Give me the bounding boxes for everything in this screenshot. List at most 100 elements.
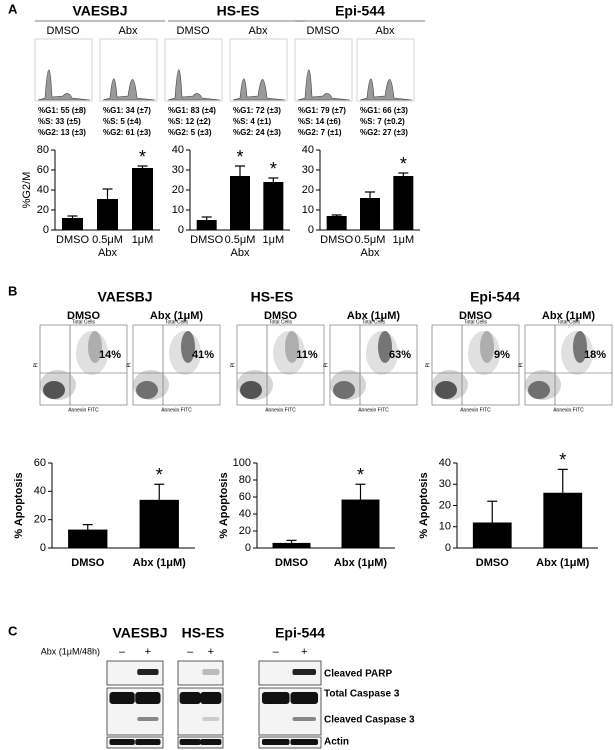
x-tick-label: 0.5μM [92, 234, 123, 246]
flow-plot-title: Total Cells [464, 319, 488, 325]
y-tick-label: 40 [34, 485, 46, 497]
flow-plot-xlabel: Annexin FITC [161, 407, 192, 413]
condition-label: Abx [249, 25, 268, 37]
lane-minus: – [187, 646, 194, 658]
y-tick-label: 40 [172, 144, 184, 156]
cycle-stat: %G2: 13 (±3) [38, 128, 86, 137]
condition-label: Abx [119, 25, 138, 37]
y-tick-label: 40 [37, 184, 49, 196]
flow-plot-xlabel: Annexin FITC [68, 407, 99, 413]
y-tick-label: 20 [37, 204, 49, 216]
y-tick-label: 20 [239, 525, 251, 537]
band [202, 717, 220, 721]
y-tick-label: 0 [178, 224, 184, 236]
cell-cloud [181, 331, 195, 363]
x-tick-label: DMSO [320, 234, 353, 246]
cycle-stat: %G2: 5 (±3) [168, 128, 212, 137]
error-bar [102, 188, 113, 199]
panel-label: A [8, 1, 18, 16]
error-bar [154, 483, 165, 500]
cell-cloud [136, 381, 158, 399]
bar [62, 218, 83, 230]
y-tick-label: 60 [37, 164, 49, 176]
y-tick-label: 80 [37, 144, 49, 156]
x-tick-label: DMSO [190, 234, 223, 246]
cell-cloud-halo [40, 370, 76, 400]
significance-mark: * [156, 465, 163, 485]
y-axis-label: % Apoptosis [13, 472, 25, 538]
flow-plot-xlabel: Annexin FITC [460, 407, 491, 413]
y-tick-label: 0 [43, 224, 49, 236]
y-tick-label: 80 [239, 474, 251, 486]
cell-cloud-halo [468, 331, 500, 375]
cycle-stat: %S: 14 (±6) [298, 117, 341, 126]
x-tick-label: Abx (1μM) [334, 557, 388, 569]
band [290, 739, 319, 745]
apoptosis-percent: 14% [99, 349, 121, 361]
panel-label: C [8, 623, 18, 638]
apoptosis-percent: 11% [296, 349, 318, 361]
cycle-stat: %G2: 61 (±3) [103, 128, 151, 137]
flow-plot-ylabel: PI [230, 363, 236, 368]
condition-label: Abx [376, 25, 395, 37]
bar [393, 176, 414, 230]
histogram [232, 78, 286, 101]
error-bar [365, 191, 375, 198]
error-bar [286, 539, 297, 543]
cell-cloud [285, 331, 299, 363]
y-tick-label: 0 [40, 542, 46, 554]
cell-line-title: VAESBJ [113, 625, 168, 641]
cell-line-title: Epi-544 [470, 289, 520, 305]
y-tick-label: 0 [445, 542, 451, 554]
y-tick-label: 100 [233, 457, 251, 469]
flow-plot-title: Total Cells [362, 319, 386, 325]
cell-cloud-halo [169, 331, 201, 375]
flow-plot-title: Total Cells [72, 319, 96, 325]
band [292, 717, 317, 721]
cycle-stat: %G1: 83 (±4) [168, 106, 216, 115]
band [200, 739, 222, 745]
band-label: Cleaved PARP [324, 669, 393, 680]
cell-cloud-halo [237, 370, 273, 400]
apoptosis-percent: 18% [584, 349, 606, 361]
cell-cloud-halo [133, 370, 169, 400]
band-label: Cleaved Caspase 3 [324, 715, 415, 726]
band [292, 669, 317, 675]
significance-mark: * [357, 465, 364, 485]
x-tick-label: 0.5μM [355, 234, 386, 246]
bar [360, 198, 380, 230]
y-tick-label: 0 [245, 542, 251, 554]
cell-cloud-halo [366, 331, 398, 375]
y-tick-label: 10 [172, 204, 184, 216]
histogram-frame [294, 38, 353, 102]
histogram-frame [164, 38, 223, 102]
condition-label: DMSO [177, 25, 210, 37]
error-bar [355, 483, 366, 500]
band [179, 739, 201, 745]
lane-plus: + [301, 646, 307, 658]
treatment-label: Abx (1μM/48h) [41, 646, 100, 656]
histogram-frame [99, 38, 158, 102]
lane-minus: – [273, 646, 280, 658]
band [109, 692, 135, 704]
significance-mark: * [139, 147, 146, 167]
bar [263, 182, 284, 230]
cycle-stat: %S: 33 (±5) [38, 117, 81, 126]
bar [97, 199, 118, 230]
cell-line-title: HS-ES [182, 625, 225, 641]
cell-cloud [43, 381, 65, 399]
blot-frame [106, 736, 164, 749]
lane-plus: + [208, 646, 214, 658]
band [200, 692, 222, 704]
flow-plot-ylabel: PI [518, 363, 524, 368]
blot-frame [258, 736, 322, 749]
bar [472, 522, 512, 548]
flow-plot-ylabel: PI [425, 363, 431, 368]
band [261, 692, 290, 704]
cycle-stat: %G1: 34 (±7) [103, 106, 151, 115]
error-bar [235, 165, 245, 176]
error-bar [201, 216, 212, 220]
condition-label: Abx (1μM) [542, 310, 596, 322]
flow-plot-title: Total Cells [557, 319, 581, 325]
